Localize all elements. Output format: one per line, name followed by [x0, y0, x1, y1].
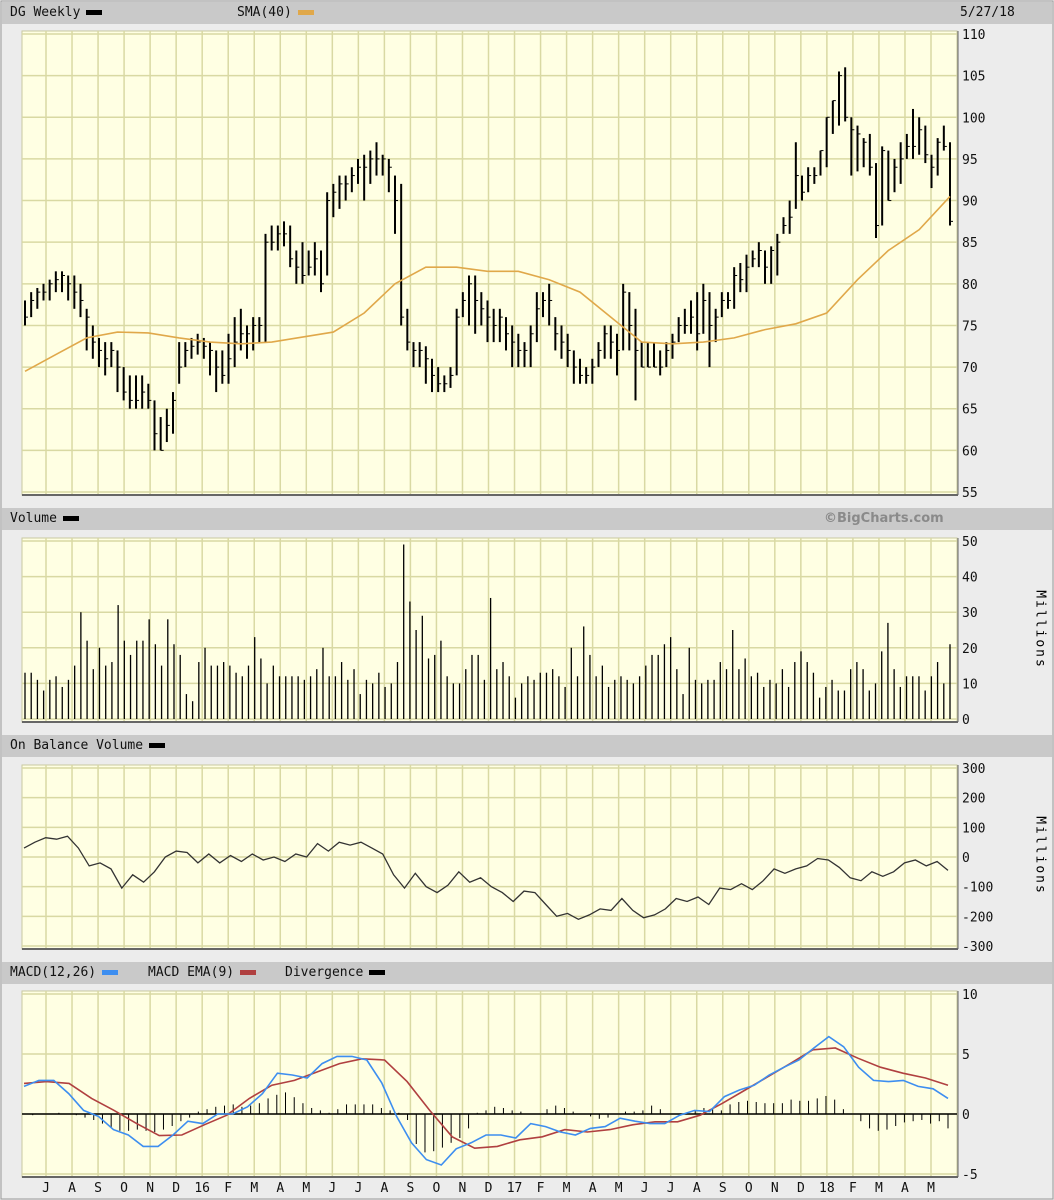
- price-y-tick-label: 95: [962, 153, 978, 168]
- price-y-tick-label: 60: [962, 444, 978, 459]
- x-tick-label: D: [485, 1181, 493, 1196]
- x-tick-label: N: [146, 1181, 154, 1196]
- obv-legend-swatch: [149, 743, 166, 748]
- price-y-tick-label: 70: [962, 361, 978, 376]
- x-tick-label: A: [276, 1181, 284, 1196]
- price-legend-swatch: [86, 10, 103, 15]
- x-tick-label: N: [771, 1181, 779, 1196]
- obv-y-tick-label: -300: [962, 940, 993, 955]
- price-panel-header: DG Weekly SMA(40) 5/27/18: [2, 2, 1052, 24]
- x-tick-label: O: [120, 1181, 128, 1196]
- volume-title: Volume: [10, 511, 57, 526]
- x-tick-label: 17: [507, 1181, 523, 1196]
- obv-y-tick-label: 100: [962, 821, 985, 836]
- volume-plot-area: [21, 537, 958, 723]
- macd-y-tick-label: 5: [962, 1048, 970, 1063]
- x-tick-label: F: [537, 1181, 545, 1196]
- price-y-tick-label: 100: [962, 111, 985, 126]
- x-tick-label: J: [42, 1181, 50, 1196]
- x-tick-label: 18: [819, 1181, 835, 1196]
- price-plot-area: [21, 30, 958, 496]
- x-tick-label: O: [433, 1181, 441, 1196]
- obv-line: [23, 835, 949, 921]
- volume-unit-label: Millions: [1032, 590, 1048, 669]
- macd-panel-header: MACD(12,26) MACD EMA(9) Divergence: [2, 962, 1052, 984]
- sma-legend: SMA(40): [237, 5, 314, 20]
- sma40-line: [24, 195, 951, 373]
- x-tick-label: D: [172, 1181, 180, 1196]
- x-tick-label: M: [875, 1181, 883, 1196]
- volume-y-tick-label: 20: [962, 642, 978, 657]
- x-tick-label: M: [250, 1181, 258, 1196]
- x-tick-label: M: [563, 1181, 571, 1196]
- obv-plot-area: [21, 764, 958, 950]
- macd-label: MACD(12,26): [10, 965, 97, 980]
- obv-y-tick-label: 200: [962, 792, 985, 807]
- price-y-tick-label: 55: [962, 486, 978, 501]
- volume-y-tick-label: 50: [962, 535, 978, 550]
- x-tick-label: J: [641, 1181, 649, 1196]
- volume-y-tick-label: 40: [962, 571, 978, 586]
- price-legend: DG Weekly: [10, 5, 103, 20]
- price-y-tick-label: 105: [962, 70, 985, 85]
- x-tick-label: A: [380, 1181, 388, 1196]
- volume-y-tick-label: 30: [962, 606, 978, 621]
- sma-label: SMA(40): [237, 5, 292, 20]
- x-tick-label: M: [302, 1181, 310, 1196]
- macd-line: [23, 1035, 949, 1166]
- x-tick-label: J: [354, 1181, 362, 1196]
- macd-y-tick-label: -5: [962, 1168, 978, 1183]
- macd-y-tick-label: 10: [962, 988, 978, 1003]
- obv-title: On Balance Volume: [10, 738, 144, 753]
- x-tick-label: S: [719, 1181, 727, 1196]
- x-tick-label: A: [901, 1181, 909, 1196]
- x-tick-label: A: [693, 1181, 701, 1196]
- obv-y-tick-label: 300: [962, 762, 985, 777]
- x-tick-label: M: [927, 1181, 935, 1196]
- bigcharts-credit[interactable]: ©BigCharts.com: [824, 511, 944, 526]
- obv-y-tick-label: 0: [962, 851, 970, 866]
- sma-legend-swatch: [297, 10, 314, 15]
- price-y-tick-label: 75: [962, 319, 978, 334]
- x-tick-label: S: [94, 1181, 102, 1196]
- macd-legend-swatch: [102, 970, 119, 975]
- x-tick-label: N: [459, 1181, 467, 1196]
- obv-y-tick-label: -200: [962, 910, 993, 925]
- ema-label: MACD EMA(9): [148, 965, 235, 980]
- x-tick-label: M: [615, 1181, 623, 1196]
- x-tick-label: A: [68, 1181, 76, 1196]
- x-tick-label: F: [849, 1181, 857, 1196]
- chart-date: 5/27/18: [960, 5, 1015, 20]
- ema-legend-swatch: [240, 970, 257, 975]
- macd-plot-area: [21, 990, 958, 1178]
- x-tick-label: S: [406, 1181, 414, 1196]
- x-tick-label: A: [589, 1181, 597, 1196]
- price-y-tick-label: 80: [962, 278, 978, 293]
- divergence-legend-swatch: [369, 970, 386, 975]
- macd-ema-line: [23, 1047, 949, 1150]
- macd-y-tick-label: 0: [962, 1108, 970, 1123]
- volume-y-tick-label: 0: [962, 713, 970, 728]
- x-tick-label: J: [328, 1181, 336, 1196]
- price-y-tick-label: 90: [962, 195, 978, 210]
- obv-panel-header: On Balance Volume: [2, 735, 1052, 757]
- divergence-label: Divergence: [285, 965, 364, 980]
- volume-legend-swatch: [62, 516, 79, 521]
- price-y-tick-label: 110: [962, 28, 985, 43]
- volume-panel-header: Volume ©BigCharts.com: [2, 508, 1052, 530]
- price-y-tick-label: 65: [962, 403, 978, 418]
- x-tick-label: O: [745, 1181, 753, 1196]
- x-tick-label: D: [797, 1181, 805, 1196]
- x-tick-label: F: [224, 1181, 232, 1196]
- x-tick-label: 16: [194, 1181, 210, 1196]
- obv-y-tick-label: -100: [962, 881, 993, 896]
- volume-y-tick-label: 10: [962, 677, 978, 692]
- price-y-tick-label: 85: [962, 236, 978, 251]
- symbol-title: DG Weekly: [10, 5, 81, 20]
- x-tick-label: J: [667, 1181, 675, 1196]
- obv-unit-label: Millions: [1032, 816, 1048, 895]
